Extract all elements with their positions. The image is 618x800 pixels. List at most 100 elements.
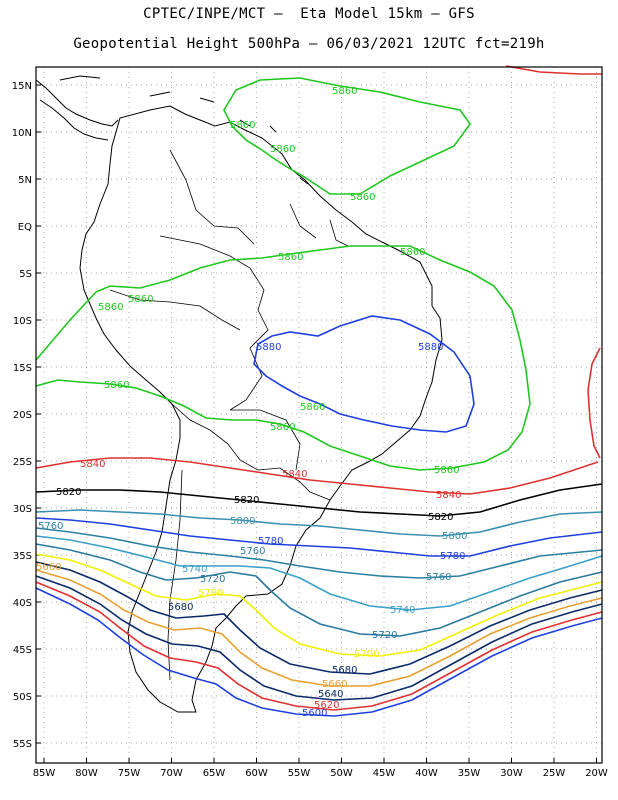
contour-5840-east <box>587 347 601 459</box>
contour-5820 <box>35 483 603 517</box>
contour-label: 5760 <box>426 572 451 583</box>
contour-label: 5860 <box>278 252 303 263</box>
contour-label: 5840 <box>282 469 307 480</box>
chart-subtitle: Geopotential Height 500hPa – 06/03/2021 … <box>73 36 545 52</box>
latitude-label: 15N <box>12 81 32 92</box>
contour-label: 5860 <box>230 120 255 131</box>
latitude-label: EQ <box>18 222 32 233</box>
longitude-label: 70W <box>160 768 183 779</box>
contour-label: 5760 <box>38 521 63 532</box>
contour-label: 5860 <box>400 247 425 258</box>
caribbean-islands <box>59 75 309 185</box>
contour-label: 5860 <box>434 465 459 476</box>
latitude-label: 55S <box>13 739 32 750</box>
contour-5740 <box>35 535 603 611</box>
contour-label: 5860 <box>104 380 129 391</box>
longitude-label: 75W <box>118 768 141 779</box>
contour-5700 <box>35 553 603 657</box>
contour-label: 5720 <box>200 574 225 585</box>
contour-5860-north <box>223 77 471 195</box>
contour-5600 <box>35 587 603 717</box>
map-frame <box>35 66 603 764</box>
contour-label: 5800 <box>230 516 255 527</box>
contour-5680 <box>35 561 603 675</box>
contour-label: 5600 <box>302 708 327 719</box>
contour-5780 <box>35 517 603 557</box>
contour-label: 5660 <box>322 679 347 690</box>
latitude-label: 15S <box>13 363 32 374</box>
contour-label: 5840 <box>80 459 105 470</box>
contour-label: 5880 <box>418 342 443 353</box>
contour-label: 5860 <box>350 192 375 203</box>
latitude-label: 35S <box>13 551 32 562</box>
longitude-label: 55W <box>288 768 311 779</box>
contour-5660 <box>35 569 603 687</box>
latitude-label: 50S <box>13 692 32 703</box>
latitude-label: 5S <box>19 269 32 280</box>
country-borders <box>109 149 349 681</box>
longitude-label: 25W <box>543 768 566 779</box>
longitude-label: 40W <box>415 768 438 779</box>
contour-label: 5640 <box>318 689 343 700</box>
contour-label-group: 5860 5860 5860 5860 5860 5860 5860 5860 … <box>36 86 467 719</box>
contour-label: 5680 <box>332 665 357 676</box>
latitude-label: 10N <box>12 128 32 139</box>
contour-label: 5620 <box>314 700 339 711</box>
contour-lines <box>35 65 603 717</box>
longitude-label: 60W <box>245 768 268 779</box>
contour-5620 <box>35 581 603 711</box>
contour-5800 <box>35 509 603 537</box>
contour-label: 5820 <box>428 512 453 523</box>
south-america-coast <box>79 105 443 713</box>
contour-label: 5840 <box>436 490 461 501</box>
contour-label: 5820 <box>234 495 259 506</box>
latitude-label: 20S <box>13 410 32 421</box>
longitude-labels: 85W 80W 75W 70W 65W 60W 55W 50W 45W 40W 35W 30W 25W 2… <box>33 768 608 779</box>
longitude-label: 65W <box>203 768 226 779</box>
contour-label: 5760 <box>240 546 265 557</box>
coastlines <box>35 75 443 713</box>
latitude-label: 10S <box>13 316 32 327</box>
contour-5640 <box>35 575 603 701</box>
longitude-label: 50W <box>330 768 353 779</box>
contour-label: 5780 <box>440 551 465 562</box>
contour-label: 5860 <box>300 402 325 413</box>
latitude-label: 5N <box>18 175 32 186</box>
longitude-label: 30W <box>500 768 523 779</box>
latitude-label: 40S <box>13 598 32 609</box>
contour-label: 5680 <box>168 602 193 613</box>
contour-5860-main <box>35 245 531 471</box>
longitude-label: 85W <box>33 768 56 779</box>
contour-label: 5820 <box>56 487 81 498</box>
contour-label: 5860 <box>128 294 153 305</box>
contour-5760 <box>35 527 603 579</box>
chart-title: CPTEC/INPE/MCT – Eta Model 15km – GFS <box>143 6 475 22</box>
latitude-label: 45S <box>13 645 32 656</box>
contour-label: 5660 <box>36 562 61 573</box>
contour-5840-ne <box>505 65 602 75</box>
latitude-label: 25S <box>13 457 32 468</box>
longitude-label: 45W <box>373 768 396 779</box>
contour-label: 5700 <box>198 588 223 599</box>
contour-label: 5860 <box>270 144 295 155</box>
contour-5720 <box>35 543 603 637</box>
latitude-label: 30S <box>13 504 32 515</box>
latitude-labels: 15N 10N 5N EQ 5S 10S 15S 20S 25S 30S 35S 40S 45S 50S 5… <box>12 81 32 750</box>
contour-5840 <box>35 457 599 495</box>
contour-label: 5860 <box>332 86 357 97</box>
contour-label: 5700 <box>354 649 379 660</box>
contour-label: 5740 <box>182 564 207 575</box>
graticule <box>36 67 602 763</box>
longitude-label: 80W <box>75 768 98 779</box>
longitude-label: 35W <box>458 768 481 779</box>
longitude-label: 20W <box>585 768 608 779</box>
contour-label: 5860 <box>270 422 295 433</box>
central-america-coast <box>35 79 119 141</box>
contour-label: 5740 <box>390 605 415 616</box>
contour-label: 5880 <box>256 342 281 353</box>
contour-5880 <box>253 315 475 433</box>
contour-label: 5860 <box>98 302 123 313</box>
contour-label: 5800 <box>442 531 467 542</box>
contour-label: 5780 <box>258 536 283 547</box>
